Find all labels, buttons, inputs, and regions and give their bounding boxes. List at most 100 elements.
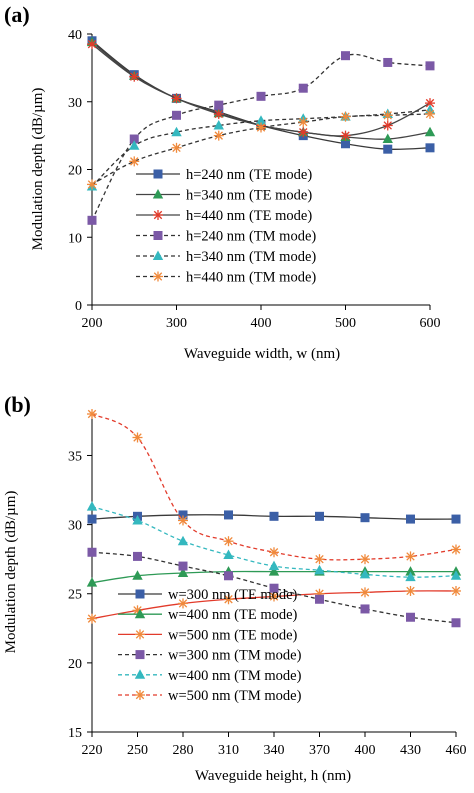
legend-swatch-marker bbox=[153, 271, 163, 282]
data-point bbox=[360, 587, 370, 598]
legend: h=240 nm (TE mode) h=340 nm (TE mode) h=44… bbox=[136, 167, 316, 286]
legend-swatch-marker bbox=[135, 589, 145, 599]
legend-label: h=240 nm (TE mode) bbox=[186, 167, 312, 183]
data-point bbox=[383, 144, 393, 154]
y-tick-label: 40 bbox=[68, 28, 82, 43]
data-point bbox=[405, 571, 416, 582]
data-point bbox=[223, 594, 234, 605]
legend-label: h=440 nm (TM mode) bbox=[186, 270, 316, 286]
data-point bbox=[424, 126, 436, 137]
x-tick-label: 500 bbox=[335, 316, 356, 331]
data-point bbox=[171, 93, 182, 104]
data-point bbox=[451, 544, 461, 555]
data-point bbox=[132, 570, 143, 580]
data-point bbox=[268, 566, 280, 576]
legend-label: w=500 nm (TM mode) bbox=[168, 688, 302, 704]
y-axis-title: Modulation depth (dB/µm) bbox=[30, 88, 46, 251]
data-point bbox=[405, 585, 416, 596]
x-tick-label: 370 bbox=[309, 743, 330, 758]
series-1 bbox=[87, 510, 461, 524]
data-point bbox=[178, 561, 188, 571]
y-tick-label: 15 bbox=[68, 726, 82, 741]
data-point bbox=[87, 179, 97, 190]
x-tick-label: 430 bbox=[400, 743, 421, 758]
y-tick-label: 10 bbox=[68, 231, 82, 246]
chart-panel-a: (a) 0 10 20 30 40 200 300 400 500 600 Waveguide wid… bbox=[4, 2, 441, 362]
x-tick-label: 310 bbox=[218, 743, 239, 758]
x-axis-title: Waveguide width, w (nm) bbox=[184, 346, 340, 362]
legend-item: h=440 nm (TE mode) bbox=[136, 208, 312, 224]
legend-swatch-marker bbox=[153, 231, 163, 240]
data-point bbox=[451, 514, 461, 524]
data-point bbox=[177, 567, 189, 577]
data-point bbox=[340, 111, 351, 122]
legend-swatch-marker bbox=[134, 669, 146, 679]
data-point bbox=[129, 71, 140, 82]
series-3 bbox=[87, 585, 461, 624]
data-point bbox=[315, 594, 324, 604]
data-point bbox=[298, 117, 309, 128]
data-point bbox=[256, 91, 266, 101]
y-tick-label: 30 bbox=[68, 519, 82, 534]
data-point bbox=[405, 566, 416, 576]
legend-swatch-marker bbox=[134, 608, 146, 619]
series-6 bbox=[87, 409, 461, 565]
data-point bbox=[269, 547, 279, 558]
data-point bbox=[298, 83, 308, 93]
data-point bbox=[224, 571, 233, 581]
legend-item: h=440 nm (TM mode) bbox=[136, 270, 316, 286]
legend-item: w=400 nm (TM mode) bbox=[118, 668, 302, 684]
data-point bbox=[178, 598, 188, 609]
y-axis-title: Modulation depth (dB/µm) bbox=[3, 491, 19, 654]
data-point bbox=[450, 570, 462, 580]
data-point bbox=[86, 501, 98, 511]
data-point bbox=[406, 514, 415, 524]
data-point bbox=[178, 510, 188, 520]
data-point bbox=[425, 108, 435, 119]
data-point bbox=[269, 591, 279, 602]
legend-swatch-marker bbox=[135, 629, 145, 640]
x-tick-label: 600 bbox=[420, 316, 441, 331]
legend-label: h=240 nm (TM mode) bbox=[186, 229, 316, 245]
data-point bbox=[177, 535, 189, 546]
y-tick-label: 20 bbox=[68, 164, 82, 179]
y-tick-label: 30 bbox=[68, 96, 82, 111]
data-point bbox=[132, 432, 143, 443]
data-point bbox=[223, 536, 234, 547]
data-point bbox=[451, 618, 461, 628]
series-line bbox=[91, 413, 457, 561]
series-line bbox=[91, 113, 431, 185]
x-tick-label: 400 bbox=[251, 316, 272, 331]
data-point bbox=[223, 549, 234, 560]
legend-swatch-marker bbox=[153, 169, 163, 179]
data-point bbox=[360, 554, 370, 565]
data-point bbox=[256, 122, 266, 133]
panel-label: (b) bbox=[4, 392, 31, 417]
y-tick-label: 25 bbox=[68, 588, 82, 603]
data-point bbox=[129, 156, 140, 167]
data-point bbox=[129, 134, 139, 144]
series-5 bbox=[86, 501, 462, 582]
data-point bbox=[214, 100, 224, 110]
x-tick-label: 400 bbox=[355, 743, 376, 758]
data-point bbox=[406, 612, 415, 622]
x-tick-label: 200 bbox=[82, 316, 103, 331]
data-point bbox=[359, 568, 371, 579]
series-2 bbox=[86, 566, 462, 587]
data-point bbox=[213, 119, 224, 130]
data-point bbox=[129, 140, 140, 150]
legend-swatch-marker bbox=[152, 250, 164, 260]
legend-label: w=500 nm (TE mode) bbox=[168, 627, 298, 643]
legend-item: h=240 nm (TM mode) bbox=[136, 229, 316, 245]
data-point bbox=[132, 514, 143, 525]
y-tick-label: 0 bbox=[75, 299, 82, 314]
legend-item: w=300 nm (TM mode) bbox=[118, 648, 302, 664]
data-point bbox=[87, 39, 97, 50]
data-point bbox=[87, 547, 97, 557]
legend-item: w=300 nm (TE mode) bbox=[118, 587, 298, 603]
legend-swatch-marker bbox=[152, 189, 164, 199]
data-point bbox=[171, 142, 182, 153]
y-tick-label: 20 bbox=[68, 657, 82, 672]
series-line bbox=[91, 109, 431, 187]
legend-swatch-marker bbox=[135, 690, 145, 700]
